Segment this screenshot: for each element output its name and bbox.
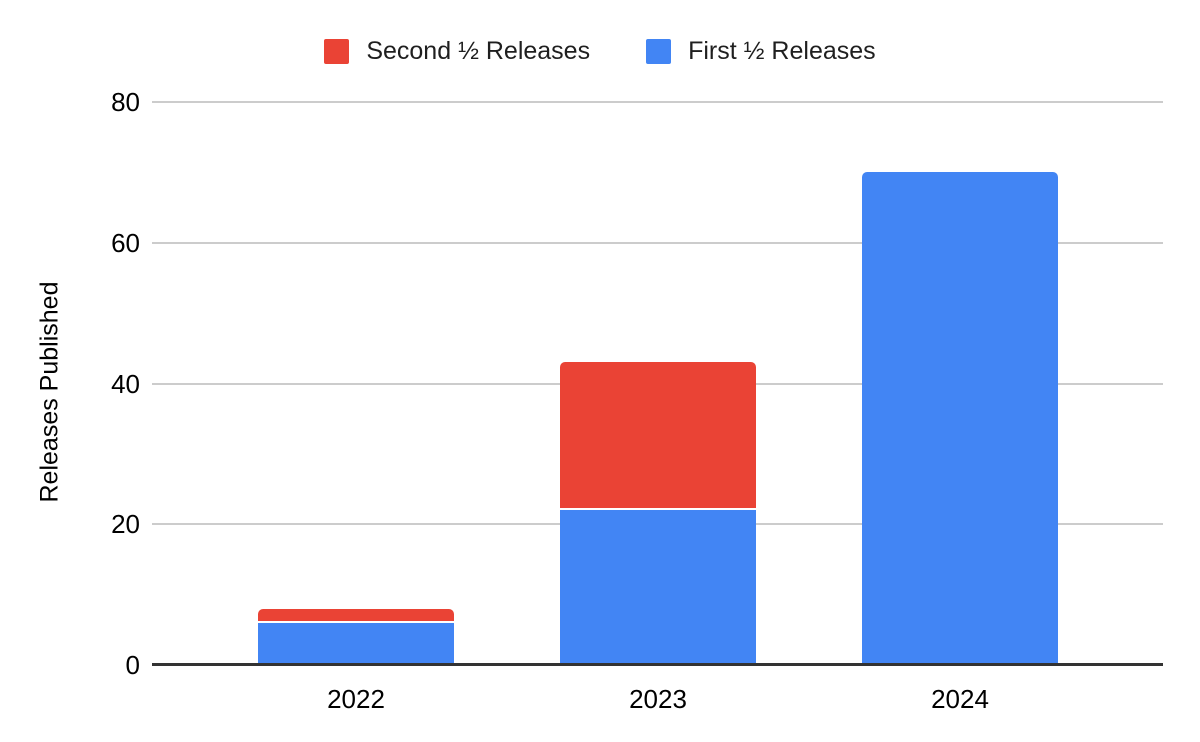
- gridline-60: [152, 241, 1163, 244]
- bar-2024: [862, 172, 1058, 665]
- plot-area: [152, 101, 1163, 666]
- x-tick-label-2022: 2022: [327, 684, 385, 714]
- legend-label: First ½ Releases: [688, 37, 876, 65]
- bar-segment-2024-first-half: [862, 172, 1058, 665]
- y-tick-label-20: 20: [111, 509, 140, 540]
- bar-2022: [258, 609, 454, 665]
- x-tick-label-2024: 2024: [931, 684, 989, 714]
- x-tick-label-2023: 2023: [629, 684, 687, 714]
- legend-label: Second ½ Releases: [366, 37, 591, 65]
- y-tick-label-40: 40: [111, 368, 140, 399]
- legend-swatch-blue: [646, 38, 672, 64]
- legend-swatch-red: [324, 38, 350, 64]
- x-axis-line: [152, 663, 1163, 666]
- bar-segment-2022-second-half: [258, 609, 454, 623]
- bar-2023: [560, 362, 756, 665]
- legend-item-second-half: Second ½ Releases: [324, 36, 590, 66]
- gridline-80: [152, 101, 1163, 103]
- y-tick-label-0: 0: [125, 650, 140, 680]
- y-tick-label-60: 60: [111, 227, 140, 258]
- bar-segment-2022-first-half: [258, 623, 454, 665]
- bar-segment-2023-second-half: [560, 362, 756, 510]
- y-tick-label-80: 80: [111, 87, 140, 117]
- legend: Second ½ Releases First ½ Releases: [0, 36, 1200, 66]
- bar-segment-2023-first-half: [560, 510, 756, 665]
- legend-item-first-half: First ½ Releases: [646, 36, 876, 66]
